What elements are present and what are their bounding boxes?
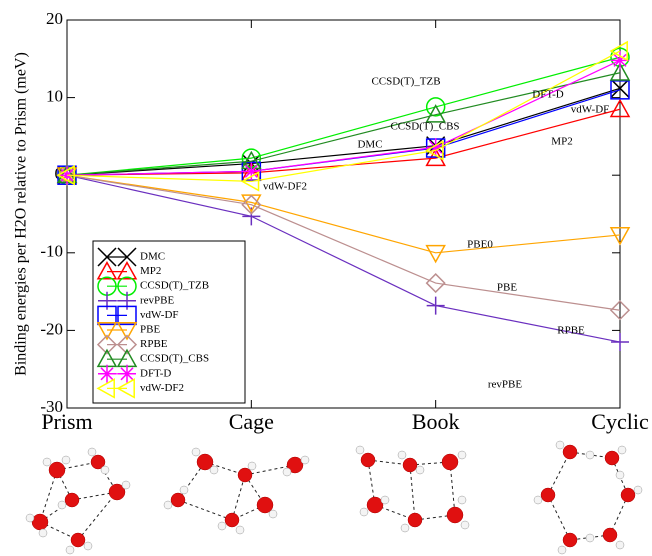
series bbox=[58, 51, 629, 185]
legend-label: revPBE bbox=[140, 294, 175, 306]
data-point bbox=[56, 164, 75, 186]
data-point bbox=[425, 244, 446, 264]
prism-molecule bbox=[25, 447, 131, 555]
legend-label: DFT-D bbox=[140, 367, 171, 379]
legend-label: PBE bbox=[140, 324, 160, 336]
annotation: RPBE bbox=[557, 325, 585, 337]
annotation: DMC bbox=[357, 139, 382, 151]
series bbox=[56, 40, 628, 192]
legend-label: DMC bbox=[140, 251, 165, 263]
series bbox=[56, 62, 631, 184]
legend-marker bbox=[96, 261, 118, 280]
legend-marker bbox=[96, 322, 118, 341]
data-point bbox=[425, 104, 446, 123]
annotation: vdW-DF bbox=[571, 104, 610, 116]
molecule-images bbox=[25, 440, 643, 555]
data-point bbox=[425, 97, 446, 117]
series bbox=[56, 165, 631, 321]
series bbox=[57, 47, 630, 185]
data-point bbox=[610, 80, 630, 100]
data-point bbox=[609, 62, 631, 81]
series-line bbox=[66, 174, 621, 254]
annotation: vdW-DF2 bbox=[263, 181, 307, 193]
legend-marker bbox=[98, 364, 116, 383]
series-line bbox=[66, 59, 621, 176]
annotation: PBE bbox=[497, 282, 517, 294]
x-tick-label: Cyclic bbox=[591, 409, 649, 434]
y-tick-label: -20 bbox=[40, 319, 63, 338]
data-point bbox=[609, 98, 631, 118]
book-molecule bbox=[355, 445, 470, 533]
legend-marker bbox=[116, 378, 135, 399]
data-point bbox=[611, 51, 629, 70]
legend-label: vdW-DF bbox=[140, 309, 179, 321]
legend-marker bbox=[97, 247, 117, 267]
annotation: CCSD(T)_TZB bbox=[371, 76, 440, 88]
series-line bbox=[66, 56, 621, 176]
data-point bbox=[425, 140, 444, 161]
data-point bbox=[241, 194, 262, 215]
legend-marker bbox=[96, 334, 118, 355]
series-line bbox=[66, 87, 621, 176]
data-point bbox=[242, 162, 261, 181]
legend-marker bbox=[97, 305, 117, 326]
legend-marker bbox=[117, 247, 137, 267]
legend-marker bbox=[116, 261, 138, 280]
y-tick-label: -30 bbox=[40, 397, 63, 416]
y-tick-label: 10 bbox=[46, 87, 63, 106]
x-tick-label: Book bbox=[412, 409, 460, 434]
annotation: MP2 bbox=[551, 136, 572, 148]
annotation: revPBE bbox=[488, 379, 523, 391]
annotation: PBE0 bbox=[467, 239, 493, 251]
data-point bbox=[426, 138, 445, 157]
legend-marker bbox=[117, 305, 137, 326]
cage-molecule bbox=[163, 447, 310, 535]
annotation: DFT-D bbox=[532, 89, 563, 101]
x-tick-label: Cage bbox=[229, 409, 274, 434]
legend-label: RPBE bbox=[140, 338, 168, 350]
x-tick-label: Prism bbox=[41, 409, 92, 434]
data-point bbox=[609, 40, 628, 62]
data-point bbox=[240, 171, 260, 192]
y-tick-label: 20 bbox=[46, 9, 63, 28]
data-point bbox=[611, 333, 629, 352]
data-point bbox=[609, 227, 631, 246]
series-line bbox=[66, 72, 621, 176]
data-point bbox=[425, 273, 446, 294]
legend-label: CCSD(T)_TZB bbox=[140, 280, 209, 292]
data-point bbox=[426, 296, 445, 315]
legend-marker bbox=[116, 334, 138, 355]
plot-frame bbox=[66, 19, 621, 409]
legend-label: vdW-DF2 bbox=[140, 382, 184, 394]
legend-label: CCSD(T)_CBS bbox=[140, 353, 209, 365]
cyclic-molecule bbox=[533, 440, 643, 555]
series-line bbox=[66, 174, 621, 343]
legend-marker bbox=[96, 378, 115, 399]
data-point bbox=[609, 300, 631, 321]
legend-label: MP2 bbox=[140, 265, 161, 277]
y-axis-label: Binding energies per H2O relative to Pri… bbox=[13, 52, 30, 376]
data-point bbox=[610, 78, 630, 98]
series-line bbox=[66, 174, 621, 311]
y-tick-label: -10 bbox=[40, 242, 63, 261]
legend-marker bbox=[118, 364, 136, 383]
legend-marker bbox=[116, 322, 138, 341]
legend: DMC MP2 CCSD(T)_TZB revPBE vdW-DF PBE RPBE CCSD… bbox=[92, 240, 246, 404]
series-line bbox=[66, 50, 621, 183]
annotation: CCSD(T)_CBS bbox=[390, 121, 459, 133]
